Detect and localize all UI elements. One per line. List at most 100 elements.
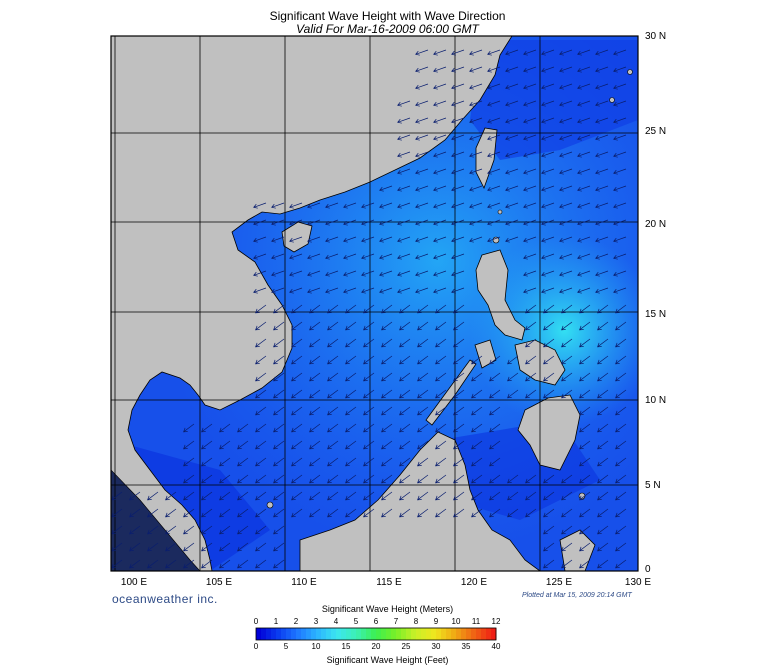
wave-arrow: [417, 457, 429, 467]
wave-arrow: [183, 542, 195, 552]
wave-arrow: [415, 253, 429, 260]
wave-arrow: [489, 423, 501, 433]
wave-arrow: [453, 440, 465, 450]
wave-arrow: [559, 117, 573, 124]
wave-arrow: [507, 372, 519, 382]
wave-arrow: [487, 219, 501, 226]
colorbar-meters-tick: 4: [333, 617, 339, 626]
wave-arrow: [505, 151, 519, 158]
wave-arrow: [505, 83, 519, 90]
wave-arrow: [271, 202, 285, 209]
wave-arrow: [399, 321, 411, 331]
wave-arrow: [417, 423, 429, 433]
wave-arrow: [397, 287, 411, 294]
wave-arrow: [541, 168, 555, 175]
wave-arrow: [291, 321, 303, 331]
wave-arrow: [543, 508, 555, 518]
wave-arrow: [327, 321, 339, 331]
wave-arrow: [363, 423, 375, 433]
wave-arrow: [541, 270, 555, 277]
wave-arrow: [273, 304, 285, 314]
wave-arrow: [471, 474, 483, 484]
wave-arrow: [345, 423, 357, 433]
wave-arrow: [577, 236, 591, 243]
wave-arrow: [597, 440, 609, 450]
wave-arrow: [541, 185, 555, 192]
wave-arrow: [505, 100, 519, 107]
wave-arrow: [415, 117, 429, 124]
wave-arrow: [397, 236, 411, 243]
wave-arrow: [325, 202, 339, 209]
wave-arrow: [219, 525, 231, 535]
wave-arrow: [615, 491, 627, 501]
wave-arrow: [559, 185, 573, 192]
wave-arrow: [505, 117, 519, 124]
wave-arrow: [433, 219, 447, 226]
wave-arrow: [271, 219, 285, 226]
wave-arrow: [255, 321, 267, 331]
wave-arrow: [505, 236, 519, 243]
wave-arrow: [471, 406, 483, 416]
wave-arrow: [307, 270, 321, 277]
wave-arrow: [237, 423, 249, 433]
wave-arrow: [379, 287, 393, 294]
wave-arrow: [471, 508, 483, 518]
wave-arrow: [471, 423, 483, 433]
wave-arrow: [541, 236, 555, 243]
wave-arrow: [309, 389, 321, 399]
wave-arrow: [379, 219, 393, 226]
wave-arrow: [363, 389, 375, 399]
lat-label-0: 0: [645, 564, 651, 575]
wave-arrow: [255, 372, 267, 382]
colorbar-feet-tick: 35: [461, 642, 471, 651]
wave-arrow: [597, 457, 609, 467]
wave-arrow: [309, 321, 321, 331]
wave-arrow: [361, 270, 375, 277]
wave-arrow: [219, 423, 231, 433]
wave-arrow: [361, 253, 375, 260]
wave-arrow: [541, 253, 555, 260]
lon-label-130e: 130 E: [624, 577, 652, 588]
wave-arrow: [579, 338, 591, 348]
wave-arrow: [291, 304, 303, 314]
colorbar-feet-tick: 40: [491, 642, 501, 651]
wave-arrow: [469, 219, 483, 226]
wave-arrow: [613, 83, 627, 90]
wave-arrow: [595, 219, 609, 226]
wave-arrow: [579, 559, 591, 569]
wave-arrow: [579, 542, 591, 552]
wave-arrow: [433, 185, 447, 192]
wave-arrow: [307, 219, 321, 226]
wave-arrow: [289, 287, 303, 294]
wave-arrow: [415, 100, 429, 107]
wave-arrow: [577, 100, 591, 107]
wave-arrow: [597, 423, 609, 433]
wave-arrow: [469, 100, 483, 107]
wave-arrow: [397, 270, 411, 277]
wave-arrow: [361, 287, 375, 294]
wave-arrow: [309, 423, 321, 433]
wave-arrow: [237, 457, 249, 467]
wave-arrow: [271, 270, 285, 277]
wave-arrow: [523, 83, 537, 90]
wave-arrow: [253, 219, 267, 226]
wave-arrow: [525, 304, 537, 314]
colorbar-meters-tick: 11: [471, 617, 481, 626]
wave-arrow: [147, 525, 159, 535]
wave-arrow: [435, 321, 447, 331]
wave-arrow: [399, 389, 411, 399]
wave-arrow: [525, 474, 537, 484]
wave-arrow: [147, 508, 159, 518]
wave-arrow: [363, 406, 375, 416]
wave-arrow: [183, 423, 195, 433]
wave-arrow: [165, 508, 177, 518]
wave-arrow: [147, 542, 159, 552]
wave-arrow: [345, 406, 357, 416]
wave-arrow: [219, 559, 231, 569]
wave-arrow: [597, 491, 609, 501]
wave-arrow: [613, 168, 627, 175]
wave-arrow: [597, 338, 609, 348]
wave-arrow: [183, 457, 195, 467]
colorbar-meters-tick: 10: [451, 617, 461, 626]
wave-arrow: [525, 389, 537, 399]
